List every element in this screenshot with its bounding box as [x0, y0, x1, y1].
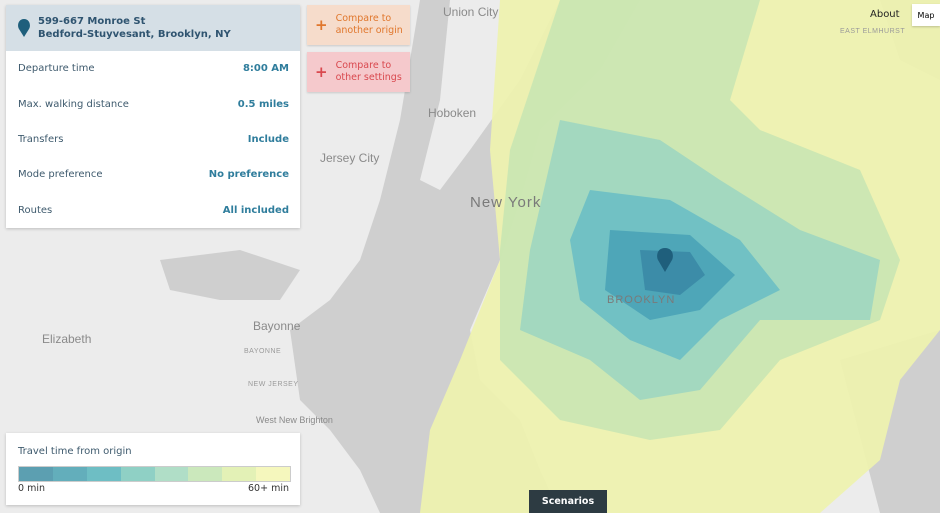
map-label: NEW JERSEY [248, 381, 299, 388]
map-label: Jersey City [320, 151, 379, 165]
setting-value[interactable]: All included [222, 204, 289, 216]
map-type-button[interactable]: Map [912, 4, 940, 26]
setting-value[interactable]: No preference [208, 169, 289, 181]
map-label: Union City [443, 5, 498, 19]
button-label: Compare to another origin [335, 13, 403, 36]
setting-value[interactable]: 8:00 AM [242, 63, 289, 75]
about-link[interactable]: About [870, 9, 900, 20]
legend-max: 60+ min [248, 483, 289, 494]
origin-address: 599-667 Monroe St [38, 16, 146, 27]
legend-title: Travel time from origin [18, 446, 132, 457]
compare-origin-button[interactable]: + Compare to another origin [307, 5, 410, 45]
pin-icon [18, 19, 30, 37]
compare-settings-button[interactable]: + Compare to other settings [307, 52, 410, 92]
setting-value[interactable]: Include [247, 133, 289, 145]
setting-row[interactable]: Mode preference No preference [6, 157, 300, 192]
setting-label: Max. walking distance [18, 98, 129, 110]
setting-row[interactable]: Transfers Include [6, 122, 300, 157]
origin-header[interactable]: 599-667 Monroe St Bedford-Stuyvesant, Bro… [6, 5, 300, 51]
origin-neighborhood: Bedford-Stuyvesant, Brooklyn, NY [38, 29, 231, 40]
setting-row[interactable]: Max. walking distance 0.5 miles [6, 86, 300, 121]
water [290, 0, 640, 513]
setting-row[interactable]: Routes All included [6, 193, 300, 228]
settings-panel: 599-667 Monroe St Bedford-Stuyvesant, Bro… [6, 5, 300, 228]
legend: Travel time from origin 0 min 60+ min [6, 433, 300, 505]
map-label: Bayonne [253, 319, 301, 333]
setting-label: Departure time [18, 63, 95, 75]
button-label: Compare to other settings [335, 60, 402, 83]
map-label: Hoboken [428, 106, 476, 120]
settings-list: Departure time 8:00 AM Max. walking distan… [6, 51, 300, 228]
legend-min: 0 min [18, 483, 45, 494]
map-label: EAST ELMHURST [840, 28, 905, 35]
setting-label: Routes [18, 204, 53, 216]
legend-scale [18, 466, 291, 482]
map-label: West New Brighton [256, 415, 333, 425]
setting-label: Transfers [18, 133, 64, 145]
map-label: BAYONNE [244, 348, 281, 355]
map-label: Elizabeth [42, 332, 91, 346]
scenarios-button[interactable]: Scenarios [529, 490, 607, 513]
setting-value[interactable]: 0.5 miles [237, 98, 289, 110]
origin-pin[interactable] [657, 248, 673, 272]
isochrone [640, 250, 705, 295]
map-label: BROOKLYN [607, 294, 675, 306]
water [160, 250, 300, 300]
setting-label: Mode preference [18, 169, 103, 181]
map-label: New York [470, 194, 541, 211]
setting-row[interactable]: Departure time 8:00 AM [6, 51, 300, 86]
